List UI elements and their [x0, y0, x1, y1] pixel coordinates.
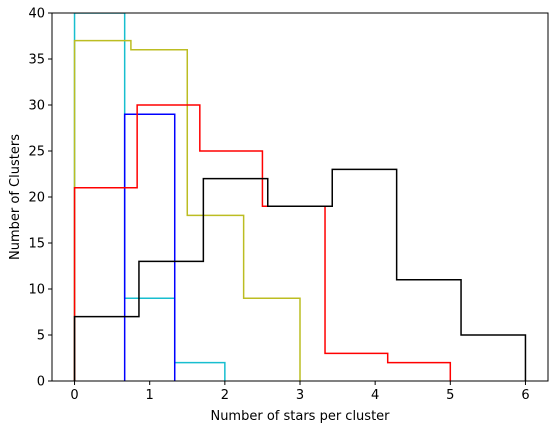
x-tick-label: 4 — [371, 388, 379, 403]
y-tick-label: 30 — [28, 99, 45, 114]
x-tick-label: 5 — [446, 388, 454, 403]
histogram-series-4 — [73, 104, 452, 381]
series-layer — [73, 13, 527, 381]
x-tick-label: 1 — [146, 388, 154, 403]
y-tick-label: 40 — [28, 7, 45, 22]
histogram-series-3 — [73, 39, 301, 381]
y-tick-label: 5 — [37, 329, 45, 344]
x-axis-label: Number of stars per cluster — [210, 409, 390, 424]
y-tick-label: 15 — [28, 237, 45, 252]
y-tick-label: 10 — [28, 283, 45, 298]
x-tick-label: 6 — [521, 388, 529, 403]
y-tick-label: 35 — [28, 53, 45, 68]
x-tick-label: 3 — [296, 388, 304, 403]
y-axis-label: Number of Clusters — [8, 134, 23, 260]
x-tick-label: 0 — [70, 388, 78, 403]
histogram-series-2 — [123, 113, 176, 381]
ticks-layer: 0 1 2 3 4 5 6 0 5 10 15 20 25 30 35 40 — [28, 7, 529, 404]
y-tick-label: 0 — [37, 375, 45, 390]
y-tick-label: 20 — [28, 191, 45, 206]
y-tick-label: 25 — [28, 145, 45, 160]
histogram-series-1 — [73, 13, 226, 381]
x-tick-label: 2 — [221, 388, 229, 403]
histogram-series-5 — [73, 168, 527, 381]
